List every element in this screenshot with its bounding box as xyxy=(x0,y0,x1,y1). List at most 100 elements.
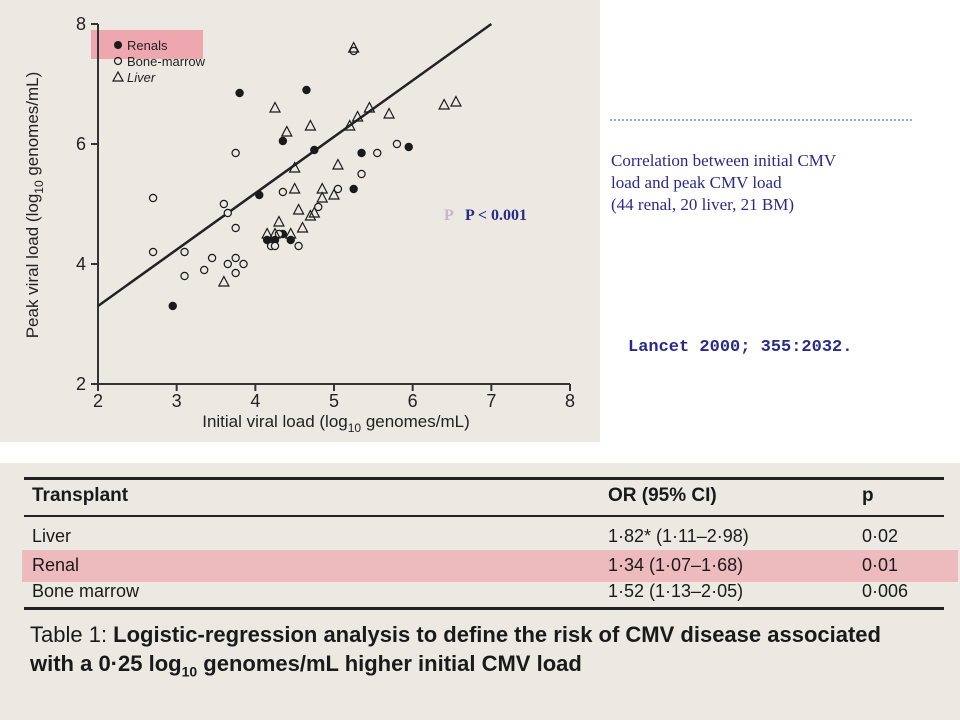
point-liver-6 xyxy=(288,182,301,194)
legend-label-liver: Liver xyxy=(127,70,156,85)
point-bone-marrow-13 xyxy=(231,148,240,158)
point-bone-marrow-25 xyxy=(349,46,358,56)
point-bone-marrow-24 xyxy=(392,139,402,149)
row-bone-marrow-p: 0·006 xyxy=(862,581,909,601)
scatter-plot-panel: 2 3 4 5 6 7 8 2 4 6 8 Renals Bone-marrow Liver P P… xyxy=(0,0,600,442)
y-tick-label-2: 2 xyxy=(76,374,86,394)
y-tick-label-6: 6 xyxy=(76,134,86,154)
y-tick-label-8: 8 xyxy=(76,14,86,34)
legend: Renals Bone-marrow Liver xyxy=(111,38,206,85)
point-liver-4 xyxy=(272,215,285,227)
point-bone-marrow-4 xyxy=(180,271,189,281)
point-bone-marrow-9 xyxy=(223,259,232,269)
point-renals-4 xyxy=(278,136,288,146)
x-tick-label-3: 3 xyxy=(172,391,182,411)
point-bone-marrow-11 xyxy=(231,253,240,263)
caption-line-3: (44 renal, 20 liver, 21 BM) xyxy=(611,195,794,214)
point-liver-9 xyxy=(304,209,317,221)
legend-label-renals: Renals xyxy=(127,38,168,53)
x-tick-label-2: 2 xyxy=(93,391,103,411)
axis-ticks: 2 3 4 5 6 7 8 2 4 6 8 xyxy=(76,14,575,411)
point-bone-marrow-22 xyxy=(357,169,366,179)
plot-axes xyxy=(97,24,570,385)
dotted-divider xyxy=(610,119,912,121)
regression-line xyxy=(97,22,493,308)
point-renals-2 xyxy=(235,88,244,98)
p-value-shadow: P xyxy=(444,207,454,224)
point-bone-marrow-16 xyxy=(270,241,280,251)
point-liver-19 xyxy=(343,119,356,131)
point-liver-1 xyxy=(217,275,230,287)
table-bottom-rule xyxy=(24,607,944,610)
point-liver-14 xyxy=(288,161,301,173)
y-tick-label-4: 4 xyxy=(76,254,86,274)
table-caption-label: Table 1: xyxy=(30,622,114,647)
row-renal-p: 0·01 xyxy=(862,555,899,575)
table-caption-subscript: 10 xyxy=(181,663,198,680)
row-bone-marrow-or: 1·52 (1·13–2·05) xyxy=(608,581,744,601)
point-renals-13 xyxy=(404,142,413,152)
table-caption-text: Logistic-regression analysis to define t… xyxy=(30,622,881,676)
legend-marker-liver xyxy=(111,70,125,82)
regression-table-panel: Transplant OR (95% CI) p Liver 1·82* (1·… xyxy=(0,463,960,720)
point-renals-10 xyxy=(286,235,295,245)
point-liver-8 xyxy=(296,221,309,233)
legend-marker-bone-marrow xyxy=(113,56,123,66)
row-liver-or: 1·82* (1·11–2·98) xyxy=(608,526,749,546)
point-liver-11 xyxy=(316,191,329,203)
point-liver-25 xyxy=(347,41,360,53)
point-liver-21 xyxy=(363,101,376,113)
point-bone-marrow-2 xyxy=(148,247,158,257)
point-bone-marrow-6 xyxy=(207,253,217,263)
point-renals-6 xyxy=(310,145,319,155)
point-bone-marrow-1 xyxy=(148,193,158,203)
point-liver-22 xyxy=(383,107,396,119)
caption-line-1: Correlation between initial CMV xyxy=(611,151,837,170)
point-bone-marrow-14 xyxy=(231,223,240,233)
point-renals-1 xyxy=(168,301,177,311)
point-renals-11 xyxy=(349,184,358,194)
point-liver-2 xyxy=(261,227,274,239)
point-bone-marrow-5 xyxy=(199,265,209,275)
x-tick-label-5: 5 xyxy=(329,391,339,411)
y-axis-title: Peak viral load (log10 genomes/mL) xyxy=(23,72,46,339)
row-liver-transplant: Liver xyxy=(32,526,72,546)
point-bone-marrow-23 xyxy=(373,148,382,158)
table-caption-end: genomes/mL higher initial CMV load xyxy=(197,651,582,676)
point-liver-13 xyxy=(280,125,293,137)
point-renals-12 xyxy=(357,148,366,158)
point-bone-marrow-10 xyxy=(231,268,240,278)
point-liver-3 xyxy=(269,227,281,239)
x-tick-label-6: 6 xyxy=(408,391,418,411)
point-bone-marrow-8 xyxy=(223,208,232,218)
data-points xyxy=(148,41,462,311)
x-axis-title: Initial viral load (log10 genomes/mL) xyxy=(202,412,470,435)
point-liver-17 xyxy=(328,188,340,200)
x-tick-label-8: 8 xyxy=(565,391,575,411)
row-bone-marrow-transplant: Bone marrow xyxy=(32,581,140,601)
scatter-plot: 2 3 4 5 6 7 8 2 4 6 8 Renals Bone-marrow Liver P P… xyxy=(23,14,575,435)
table-caption: Table 1: Logistic-regression analysis to… xyxy=(30,620,930,686)
point-renals-5 xyxy=(302,85,311,95)
point-bone-marrow-12 xyxy=(239,259,248,269)
table-top-rule xyxy=(24,477,944,480)
caption-line-2: load and peak CMV load xyxy=(611,173,782,192)
point-bone-marrow-18 xyxy=(278,187,288,197)
point-bone-marrow-7 xyxy=(219,199,229,209)
point-liver-5 xyxy=(284,227,297,239)
point-bone-marrow-3 xyxy=(180,247,189,257)
x-tick-label-7: 7 xyxy=(486,391,496,411)
legend-highlight xyxy=(91,30,203,59)
point-renals-3 xyxy=(255,190,264,200)
point-liver-20 xyxy=(351,110,364,122)
legend-marker-renals xyxy=(114,41,122,49)
point-liver-10 xyxy=(308,206,321,218)
renal-row-highlight xyxy=(22,550,958,582)
point-liver-23 xyxy=(438,98,451,110)
header-or: OR (95% CI) xyxy=(608,485,717,506)
point-liver-18 xyxy=(331,158,344,170)
row-renal-or: 1·34 (1·07–1·68) xyxy=(608,555,744,575)
row-liver-p: 0·02 xyxy=(862,526,899,546)
point-liver-16 xyxy=(304,119,317,131)
table-header-rule xyxy=(24,515,944,517)
